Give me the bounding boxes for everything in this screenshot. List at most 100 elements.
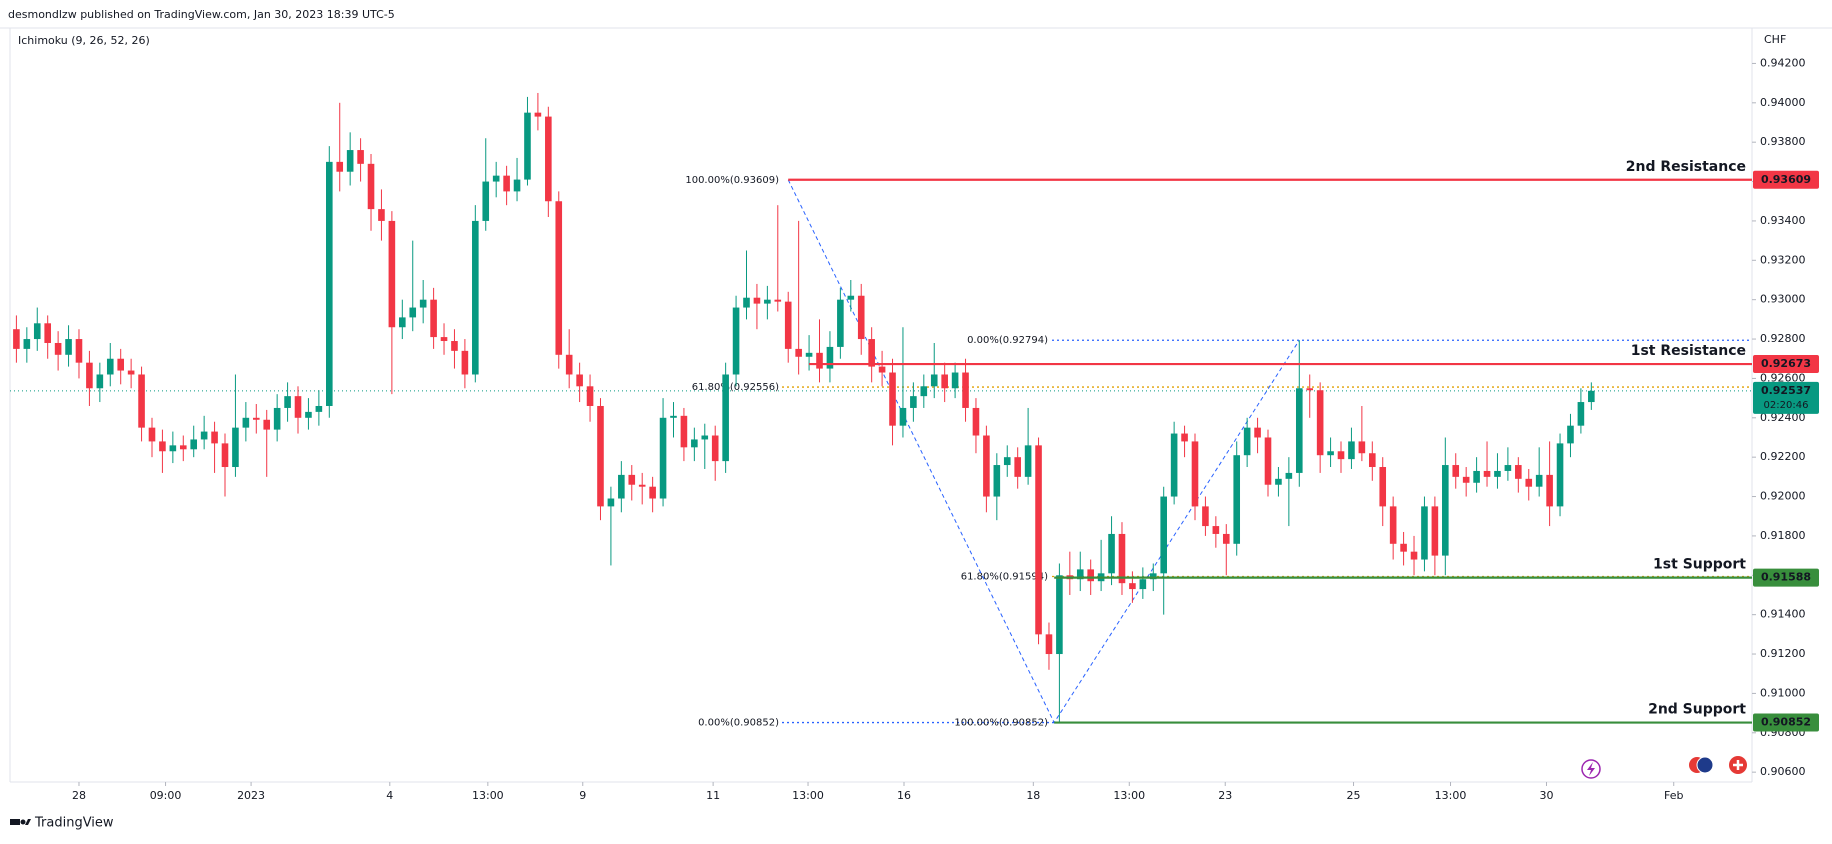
candle-body xyxy=(1045,634,1053,655)
candle-body xyxy=(628,474,636,485)
candle-body xyxy=(1525,478,1533,487)
level-price-box xyxy=(1753,568,1819,587)
candle-body xyxy=(597,405,604,507)
y-tick-label: 0.92800 xyxy=(1760,332,1806,345)
level-price-label: 0.93609 xyxy=(1761,173,1811,186)
candle-body xyxy=(23,339,31,349)
fib-label: 61.80%(0.91594) xyxy=(961,571,1048,582)
candle-body xyxy=(774,299,782,302)
candle-body xyxy=(200,431,208,440)
candle-body xyxy=(816,352,823,369)
y-tick-label: 0.93800 xyxy=(1760,135,1806,148)
candle-body xyxy=(1389,506,1397,544)
candle-body xyxy=(273,407,281,430)
candle-body xyxy=(13,329,20,349)
currency-label: CHF xyxy=(1764,33,1786,46)
candle-body xyxy=(534,112,542,117)
candle-body xyxy=(242,417,250,428)
candle-body xyxy=(252,417,260,420)
candle-body xyxy=(826,346,834,369)
x-tick-label: 25 xyxy=(1347,789,1361,802)
candle-body xyxy=(190,439,198,450)
candle-body xyxy=(159,441,166,452)
candles xyxy=(13,92,1595,723)
candle-body xyxy=(764,299,771,304)
candle-body xyxy=(910,396,917,408)
x-tick-label: 13:00 xyxy=(472,789,504,802)
candle-body xyxy=(148,427,156,442)
candle-body xyxy=(1285,472,1293,479)
candle-body xyxy=(993,465,1001,497)
candle-body xyxy=(263,419,271,430)
x-tick-label: 13:00 xyxy=(1435,789,1467,802)
candle-body xyxy=(878,366,886,373)
candle-body xyxy=(305,411,312,418)
y-tick-label: 0.94200 xyxy=(1760,56,1806,69)
candle-body xyxy=(618,474,625,499)
candle-body xyxy=(179,445,187,450)
candle-body xyxy=(743,297,750,308)
x-tick-label: 18 xyxy=(1026,789,1040,802)
y-tick-label: 0.92400 xyxy=(1760,411,1806,424)
candle-body xyxy=(1035,445,1042,635)
candle-body xyxy=(941,374,948,389)
candle-body xyxy=(96,374,104,389)
candle-body xyxy=(336,161,344,172)
y-tick-label: 0.92000 xyxy=(1760,490,1806,503)
candle-body xyxy=(951,372,959,389)
candle-body xyxy=(1577,402,1585,426)
x-tick-label: 16 xyxy=(897,789,911,802)
candle-body xyxy=(1421,506,1428,560)
indicator-label: Ichimoku (9, 26, 52, 26) xyxy=(18,34,150,47)
fib-label: 61.80%(0.92556) xyxy=(692,382,779,393)
current-price-label: 0.92537 xyxy=(1761,384,1811,397)
candle-body xyxy=(1160,496,1167,574)
level-price-box xyxy=(1753,170,1819,189)
y-tick-label: 0.93000 xyxy=(1760,293,1806,306)
x-tick-label: 9 xyxy=(579,789,586,802)
candle-body xyxy=(1118,533,1126,584)
candle-body xyxy=(920,386,928,397)
candle-body xyxy=(680,415,688,448)
candle-body xyxy=(711,435,719,462)
candle-body xyxy=(545,116,552,202)
candle-body xyxy=(54,342,62,355)
y-tick-label: 0.92200 xyxy=(1760,450,1806,463)
candle-body xyxy=(409,307,417,318)
candle-body xyxy=(847,295,855,300)
candle-body xyxy=(555,201,563,355)
candle-body xyxy=(1504,465,1512,471)
x-tick-label: 13:00 xyxy=(1113,789,1145,802)
candle-body xyxy=(169,445,177,452)
level-name: 2nd Support xyxy=(1648,702,1746,718)
candle-body xyxy=(1087,569,1094,582)
candle-body xyxy=(294,396,302,418)
candle-body xyxy=(1149,573,1157,580)
candle-body xyxy=(1306,388,1314,391)
x-tick-label: 11 xyxy=(706,789,720,802)
y-tick-label: 0.94000 xyxy=(1760,96,1806,109)
candle-body xyxy=(1056,575,1063,655)
candle-body xyxy=(1202,506,1209,527)
candle-body xyxy=(367,163,375,210)
candle-body xyxy=(607,498,615,507)
candle-body xyxy=(576,374,583,387)
y-tick-label: 0.91200 xyxy=(1760,647,1806,660)
candle-body xyxy=(503,175,510,192)
candle-body xyxy=(1275,478,1282,485)
candle-body xyxy=(930,374,938,387)
candle-body xyxy=(638,484,646,487)
candle-body xyxy=(701,435,709,440)
candle-body xyxy=(1212,526,1220,534)
candle-body xyxy=(1181,433,1188,442)
x-tick-label: 30 xyxy=(1539,789,1553,802)
candle-body xyxy=(482,181,490,221)
y-tick-label: 0.91400 xyxy=(1760,608,1806,621)
candle-body xyxy=(889,372,896,426)
candle-body xyxy=(1546,474,1553,507)
candle-body xyxy=(1588,390,1595,403)
candle-body xyxy=(670,415,677,418)
current-price-box xyxy=(1753,381,1819,414)
x-tick-label: Feb xyxy=(1664,789,1683,802)
